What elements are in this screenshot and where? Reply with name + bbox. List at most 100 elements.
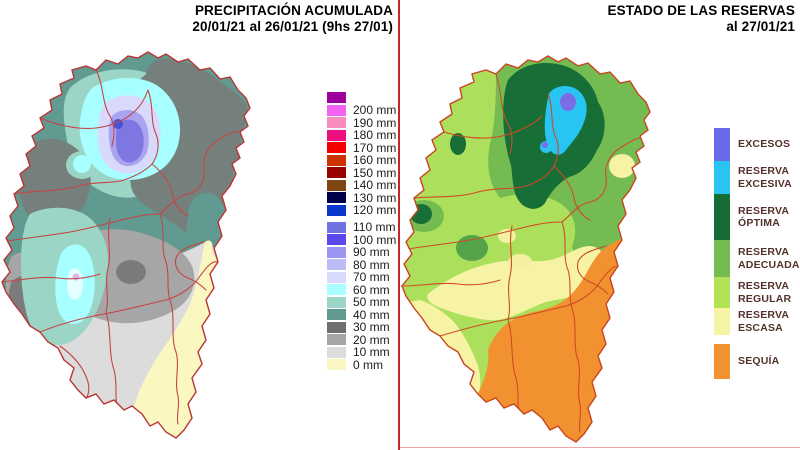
precip-zone-30mm-spot xyxy=(116,260,146,284)
precip-legend-swatch xyxy=(327,221,346,233)
reserves-zone-optima-west xyxy=(410,204,432,224)
precip-legend-label: 180 mm xyxy=(353,128,397,142)
reserves-legend-swatch xyxy=(714,308,730,335)
reserves-legend-label: SEQUÍA xyxy=(738,355,780,368)
precip-legend-label: 190 mm xyxy=(353,115,397,130)
precip-legend-swatch xyxy=(327,246,346,258)
precip-map xyxy=(1,51,251,439)
precip-legend-label: 150 mm xyxy=(353,165,397,180)
precip-legend-label: 50 mm xyxy=(353,295,390,309)
reserves-title-line1: ESTADO DE LAS RESERVAS xyxy=(607,3,795,18)
precip-legend-item: 30 mm xyxy=(327,320,396,334)
precip-legend-item: 160 mm xyxy=(327,153,397,167)
precip-zone-sw-peak-dot xyxy=(72,273,80,281)
reserves-legend-swatch xyxy=(714,194,730,240)
precip-zone-60mm-dot xyxy=(73,155,91,173)
precip-legend-label: 0 mm xyxy=(353,357,383,372)
precip-zone-sw-core xyxy=(67,268,83,300)
reserves-dept-boundaries xyxy=(402,73,641,433)
reserves-zone-adecuada-center-spot xyxy=(456,235,488,261)
precip-legend-swatch xyxy=(327,117,346,128)
precip-legend-label: 120 mm xyxy=(353,203,397,217)
precip-legend-label: 20 mm xyxy=(353,332,390,347)
precip-legend-swatch xyxy=(327,296,346,308)
reserves-legend-label: EXCESOS xyxy=(738,138,791,151)
reserves-zone-regular-center xyxy=(487,194,576,278)
precip-legend-label: 80 mm xyxy=(353,257,390,272)
reserves-zone-escasa-west xyxy=(410,300,481,394)
precip-legend-label: 200 mm xyxy=(353,103,397,117)
precip-legend-label: 100 mm xyxy=(353,232,397,247)
reserves-zone-optima-nw-spot xyxy=(450,133,466,155)
precip-title-line1: PRECIPITACIÓN ACUMULADA xyxy=(194,3,393,18)
precip-legend: 200 mm 190 mm 180 mm 170 mm 160 mm 150 mm 140 … xyxy=(327,92,396,372)
precip-legend-swatch xyxy=(327,346,346,358)
reserves-legend-swatch xyxy=(714,240,730,277)
precip-legend-label: 30 mm xyxy=(353,320,390,334)
reserves-province-outline xyxy=(401,55,651,443)
precip-legend-item: 80 mm xyxy=(327,257,396,272)
precip-legend-item: 130 mm xyxy=(327,190,397,205)
reserves-legend-label: RESERVA EXCESIVA xyxy=(738,165,792,190)
precip-legend-item: 110 mm xyxy=(327,220,396,234)
precip-zone-110mm-core xyxy=(116,119,144,163)
reserves-title-line2: al 27/01/21 xyxy=(726,19,795,34)
precip-legend-label: 90 mm xyxy=(353,245,390,259)
precip-legend-label: 70 mm xyxy=(353,270,390,284)
precip-legend-label: 10 mm xyxy=(353,345,390,359)
precip-legend-item: 180 mm xyxy=(327,128,397,142)
precip-legend-swatch xyxy=(327,321,346,333)
precip-legend-label: 60 mm xyxy=(353,282,390,297)
precip-legend-item: 90 mm xyxy=(327,245,396,259)
precip-legend-item: 170 mm xyxy=(327,140,397,155)
precip-title: PRECIPITACIÓN ACUMULADA 20/01/21 al 26/0… xyxy=(0,3,393,35)
precip-legend-swatch xyxy=(327,192,346,203)
precip-title-line2: 20/01/21 al 26/01/21 (9hs 27/01) xyxy=(192,19,393,34)
precip-legend-item: 120 mm xyxy=(327,203,397,217)
precip-legend-item: 40 mm xyxy=(327,307,396,322)
precip-legend-item: 60 mm xyxy=(327,282,396,297)
reserves-zone-escasa-ne-spot xyxy=(609,154,635,178)
reserves-title: ESTADO DE LAS RESERVAS al 27/01/21 xyxy=(403,3,795,35)
precip-legend-swatch xyxy=(327,284,346,295)
precip-legend-label: 170 mm xyxy=(353,140,397,155)
precip-legend-swatch xyxy=(327,334,346,345)
precip-legend-label: 40 mm xyxy=(353,307,390,322)
precip-legend-item: 10 mm xyxy=(327,345,396,359)
precip-legend-item: 150 mm xyxy=(327,165,397,180)
precip-legend-swatch xyxy=(327,104,346,116)
precip-legend-item: 200 mm xyxy=(327,103,397,117)
precip-legend-swatch xyxy=(327,129,346,141)
precip-legend-swatch xyxy=(327,271,346,283)
precip-legend-item xyxy=(327,92,396,103)
precip-legend-swatch xyxy=(327,259,346,270)
panel-bottom-border xyxy=(400,447,800,448)
precip-legend-item: 70 mm xyxy=(327,270,396,284)
reserves-map xyxy=(401,55,651,443)
reserves-zone-sequia xyxy=(478,239,622,442)
precip-province-outline xyxy=(1,51,251,439)
reserves-legend-label: RESERVA ESCASA xyxy=(738,309,790,334)
precip-zone-0mm xyxy=(134,240,218,438)
precip-legend-swatch xyxy=(327,142,346,153)
reserves-zone-excesos-dot xyxy=(560,93,576,111)
precip-legend-label: 160 mm xyxy=(353,153,397,167)
precip-dept-boundaries xyxy=(2,69,241,425)
precip-legend-item: 100 mm xyxy=(327,232,397,247)
reserves-zone-escasa-band xyxy=(427,246,605,321)
precip-legend-item: 190 mm xyxy=(327,115,397,130)
precip-legend-swatch xyxy=(327,309,346,320)
precip-legend-item: 140 mm xyxy=(327,178,397,192)
precip-legend-item: 50 mm xyxy=(327,295,396,309)
precip-legend-swatch xyxy=(327,204,346,216)
precip-legend-swatch xyxy=(327,167,346,178)
reserves-legend-label: RESERVA ADECUADA xyxy=(738,246,800,271)
precip-legend-item: 20 mm xyxy=(327,332,396,347)
reserves-legend: EXCESOS RESERVA EXCESIVA RESERVA ÓPTIMA RES… xyxy=(714,128,800,388)
precip-legend-swatch xyxy=(327,234,346,245)
precip-legend-label: 130 mm xyxy=(353,190,397,205)
precip-legend-label: 140 mm xyxy=(353,178,397,192)
panel-divider xyxy=(398,0,400,450)
precip-legend-swatch xyxy=(327,154,346,166)
